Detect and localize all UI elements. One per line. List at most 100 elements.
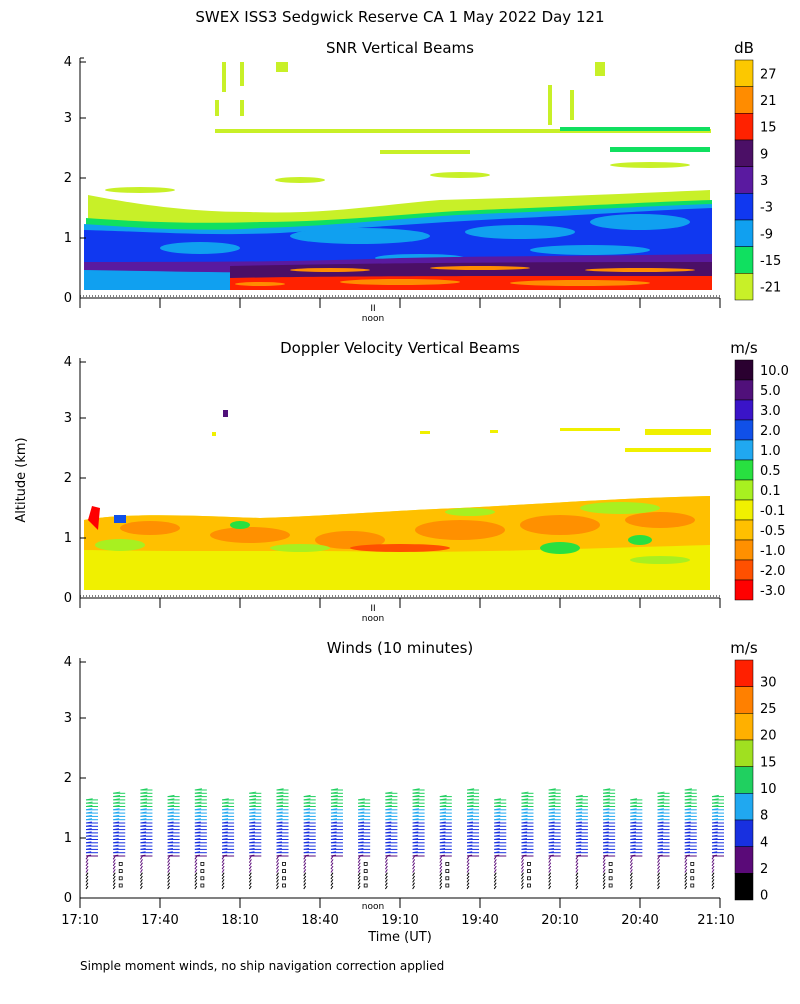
wind-calm-marker: [282, 862, 286, 866]
wind-barb: [357, 879, 361, 883]
wind-barb: [248, 875, 252, 880]
wind-barb: [684, 879, 688, 883]
wind-profile: [303, 794, 316, 890]
colorbar-2-swatch-0: [734, 659, 754, 687]
wind-barb: [466, 875, 470, 880]
wind-barb: [194, 875, 198, 880]
colorbar-2-label-4: 10: [760, 782, 777, 797]
wind-barb: [412, 855, 416, 860]
winds-xtick-1: 17:40: [141, 913, 178, 928]
wind-barb: [657, 875, 660, 880]
colorbar-0-swatch-5: [734, 193, 754, 221]
wind-barb: [629, 875, 633, 880]
wind-calm-marker: [445, 862, 450, 866]
wind-barb: [602, 859, 606, 863]
wind-barb: [167, 855, 171, 860]
wind-barb: [548, 869, 552, 873]
wind-barb: [439, 879, 443, 883]
wind-barb: [330, 855, 334, 860]
wind-barb: [521, 865, 524, 870]
wind-barb: [85, 872, 89, 877]
winds-ytick-4: 4: [64, 655, 72, 670]
doppler-noon-label: noon: [362, 614, 384, 624]
wind-barb: [303, 862, 307, 867]
wind-barb: [629, 859, 633, 863]
wind-barb: [521, 862, 524, 867]
winds-xtick-5: 19:40: [461, 913, 498, 928]
snr-ytick-3: 3: [64, 111, 72, 126]
colorbar-0-swatch-0: [734, 59, 754, 87]
wind-profile: [602, 788, 616, 890]
wind-barb: [711, 885, 715, 890]
wind-barb: [439, 865, 443, 870]
winds-plot: 0 1 2 3 4 17:10 17:40 18:10 18:4: [61, 655, 734, 945]
wind-barb: [194, 859, 198, 863]
wind-barb: [684, 855, 688, 860]
wind-barb: [276, 869, 279, 873]
winds-noon-label: noon: [362, 902, 384, 912]
colorbar-0-swatch-3: [734, 139, 754, 167]
wind-barb: [602, 869, 606, 873]
wind-barb: [112, 872, 116, 877]
wind-barb: [140, 872, 143, 877]
wind-barb: [140, 862, 143, 867]
footnote: Simple moment winds, no ship navigation …: [80, 959, 444, 973]
wind-barb: [493, 872, 497, 877]
wind-calm-marker: [527, 869, 531, 873]
wind-barb: [412, 872, 416, 877]
colorbar-0-swatch-7: [734, 246, 754, 274]
wind-barb: [548, 872, 552, 877]
colorbar-1-swatch-10: [734, 559, 754, 581]
wind-barb: [112, 885, 116, 890]
wind-barb: [466, 862, 470, 867]
wind-barb: [657, 855, 661, 860]
wind-barb: [684, 862, 688, 867]
colorbar-1-label-2: 3.0: [760, 404, 781, 419]
wind-barb: [357, 865, 361, 870]
wind-barb: [602, 885, 606, 890]
colorbar-2-swatch-7: [734, 846, 754, 874]
wind-barb: [276, 865, 279, 870]
colorbar-2-label-6: 4: [760, 835, 768, 850]
wind-barb: [194, 862, 198, 867]
wind-calm-marker: [608, 876, 613, 881]
wind-barb: [221, 885, 225, 890]
snr-noon-marker: II: [370, 304, 375, 314]
wind-barb: [711, 869, 715, 873]
wind-calm-marker: [363, 869, 368, 873]
wind-barb: [194, 869, 198, 873]
wind-calm-marker: [118, 869, 123, 873]
wind-barb: [602, 865, 606, 870]
colorbar-1-label-5: 0.5: [760, 464, 781, 479]
wind-barb: [493, 875, 497, 880]
snr-colorbar: dB 27 21 15 9 3 -3 -9 -15 -21: [734, 39, 781, 301]
wind-barb: [711, 859, 715, 863]
wind-barb: [684, 859, 688, 863]
wind-barb: [276, 879, 279, 883]
wind-barb: [629, 885, 633, 890]
colorbar-1-label-7: -0.1: [760, 504, 785, 519]
wind-calm-marker: [200, 862, 205, 866]
wind-barb: [112, 882, 116, 886]
wind-barb: [684, 882, 688, 886]
wind-barb: [330, 875, 334, 880]
wind-barb: [384, 882, 388, 886]
winds-ytick-2: 2: [64, 771, 72, 786]
wind-barb: [140, 879, 143, 883]
wind-barb: [466, 855, 470, 860]
wind-barb: [248, 885, 252, 890]
wind-barb: [248, 862, 252, 867]
wind-barb: [439, 862, 443, 867]
wind-barb: [276, 882, 279, 886]
wind-calm-marker: [118, 862, 123, 866]
wind-barb: [493, 869, 497, 873]
winds-title: Winds (10 minutes): [327, 639, 474, 657]
wind-barb: [276, 855, 280, 860]
colorbar-2-label-1: 25: [760, 702, 777, 717]
wind-barb: [711, 879, 715, 883]
wind-barb: [303, 872, 307, 877]
wind-barb: [602, 862, 606, 867]
wind-barb: [548, 859, 552, 863]
wind-profile: [575, 794, 588, 890]
wind-calm-marker: [527, 876, 531, 881]
